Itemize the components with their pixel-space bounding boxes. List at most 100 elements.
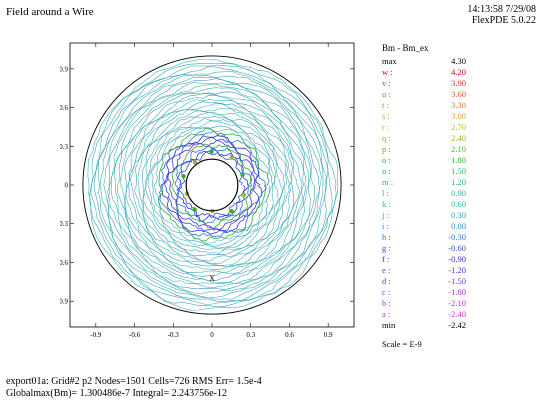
legend-value: 3.00 <box>451 111 466 121</box>
legend-value: 1.80 <box>451 155 466 165</box>
legend-key: j : <box>382 210 389 220</box>
contour-line <box>159 130 267 238</box>
legend-entry: d : -1.50 <box>382 276 542 287</box>
y-tick-label: 0 <box>65 182 69 190</box>
legend-key: m : <box>382 177 394 187</box>
contour-line <box>147 120 276 249</box>
legend-title: Bm - Bm_ex <box>382 43 429 53</box>
scale-label: Scale = E-9 <box>382 339 422 349</box>
legend-key: max <box>382 56 397 66</box>
legend-key: t : <box>382 100 389 110</box>
contour-line <box>175 147 249 222</box>
legend-entry: max 4.30 <box>382 56 542 67</box>
legend-value: 0.60 <box>451 199 466 209</box>
contour-line <box>103 76 322 295</box>
legend-entry: j : 0.30 <box>382 210 542 221</box>
legend-entry: t : 3.30 <box>382 100 542 111</box>
x-tick-label: 0 <box>210 331 214 337</box>
x-tick-label: 0.3 <box>246 331 255 337</box>
contour-lines <box>87 59 339 311</box>
plot-title: Field around a Wire <box>6 6 94 18</box>
contour-line <box>137 110 287 262</box>
legend: Bm - Bm_ex max 4.30 w :4.20 v :3.90 u :3.60 t… <box>382 43 542 349</box>
contour-line <box>142 111 285 256</box>
wire-boundary <box>185 158 239 212</box>
legend-key: n : <box>382 166 391 176</box>
legend-key: a : <box>382 309 391 319</box>
contour-line <box>150 125 274 247</box>
legend-entry: a : -2.40 <box>382 309 542 320</box>
legend-value: 3.30 <box>451 100 466 110</box>
contour-line <box>114 87 309 285</box>
legend-value: 2.40 <box>451 133 466 143</box>
legend-value: 0.00 <box>451 221 466 231</box>
contour-line <box>89 63 337 308</box>
contour-line <box>110 83 311 284</box>
legend-key: l : <box>382 188 389 198</box>
contour-line <box>107 82 316 288</box>
legend-entry: h : -0.30 <box>382 232 542 243</box>
legend-value: -1.50 <box>448 276 466 286</box>
legend-value: 3.90 <box>451 78 466 88</box>
x-axis-label: X <box>209 274 215 283</box>
legend-value: -1.80 <box>448 287 466 297</box>
contour-hotspot <box>192 207 197 212</box>
legend-key: min <box>382 320 396 330</box>
contour-line <box>134 108 290 264</box>
legend-key: r : <box>382 122 390 132</box>
legend-entry: l : 0.90 <box>382 188 542 199</box>
y-tick-label: -0.6 <box>60 259 68 267</box>
legend-entry: g : -0.60 <box>382 243 542 254</box>
contour-hotspot <box>241 192 246 198</box>
contour-hotspot <box>181 173 186 179</box>
y-tick-label: 0.6 <box>60 104 69 112</box>
legend-key: v : <box>382 78 391 88</box>
legend-key: i : <box>382 221 389 231</box>
contour-line <box>154 127 270 244</box>
legend-entry: b : -2.10 <box>382 298 542 309</box>
version-label: FlexPDE 5.0.22 <box>471 15 536 26</box>
contour-hotspot <box>209 149 214 154</box>
contour-line <box>117 91 307 282</box>
contour-line <box>164 137 260 232</box>
legend-key: w : <box>382 67 393 77</box>
legend-value: 2.70 <box>451 122 466 132</box>
contour-line <box>93 66 329 302</box>
legend-value: 0.30 <box>451 210 466 220</box>
legend-value: -2.40 <box>448 309 466 319</box>
legend-value: 2.10 <box>451 144 466 154</box>
contour-line <box>99 75 324 299</box>
legend-value: 4.20 <box>451 67 466 77</box>
legend-value: -2.42 <box>448 320 466 330</box>
contour-hotspot <box>229 154 235 160</box>
legend-key: o : <box>382 155 391 165</box>
legend-entry: c : -1.80 <box>382 287 542 298</box>
contour-line <box>176 151 246 218</box>
x-tick-label: -0.6 <box>129 331 141 337</box>
legend-key: e : <box>382 265 391 275</box>
legend-key: f : <box>382 254 390 264</box>
y-tick-label: -0.9 <box>60 298 68 306</box>
legend-value: 4.30 <box>451 56 466 66</box>
contour-hotspot <box>240 172 245 177</box>
timestamp: 14:13:58 7/29/08 <box>467 4 536 15</box>
domain-boundary <box>82 55 342 315</box>
contour-line <box>128 101 294 268</box>
legend-key: h : <box>382 232 391 242</box>
legend-value: -2.10 <box>448 298 466 308</box>
contour-plot: -0.9 -0.6 -0.3 0 0.3 0.6 0.9 0.9 0.6 0.3 0 -0.3 -0.6… <box>60 42 355 337</box>
contour-line <box>87 59 339 311</box>
legend-entry: f : -0.90 <box>382 254 542 265</box>
legend-entry: k : 0.60 <box>382 199 542 210</box>
footer: export01a: Grid#2 p2 Nodes=1501 Cells=72… <box>6 376 262 400</box>
y-tick-label: 0.9 <box>60 65 69 73</box>
footer-line-1: export01a: Grid#2 p2 Nodes=1501 Cells=72… <box>6 376 262 387</box>
legend-value: 3.60 <box>451 89 466 99</box>
legend-entry: o : 1.80 <box>382 155 542 166</box>
legend-key: p : <box>382 144 391 154</box>
legend-value: 1.50 <box>451 166 466 176</box>
legend-entry: i : 0.00 <box>382 221 542 232</box>
legend-value: -0.60 <box>448 243 466 253</box>
legend-entry: v : 3.90 <box>382 78 542 89</box>
y-tick-label: 0.3 <box>60 143 69 151</box>
